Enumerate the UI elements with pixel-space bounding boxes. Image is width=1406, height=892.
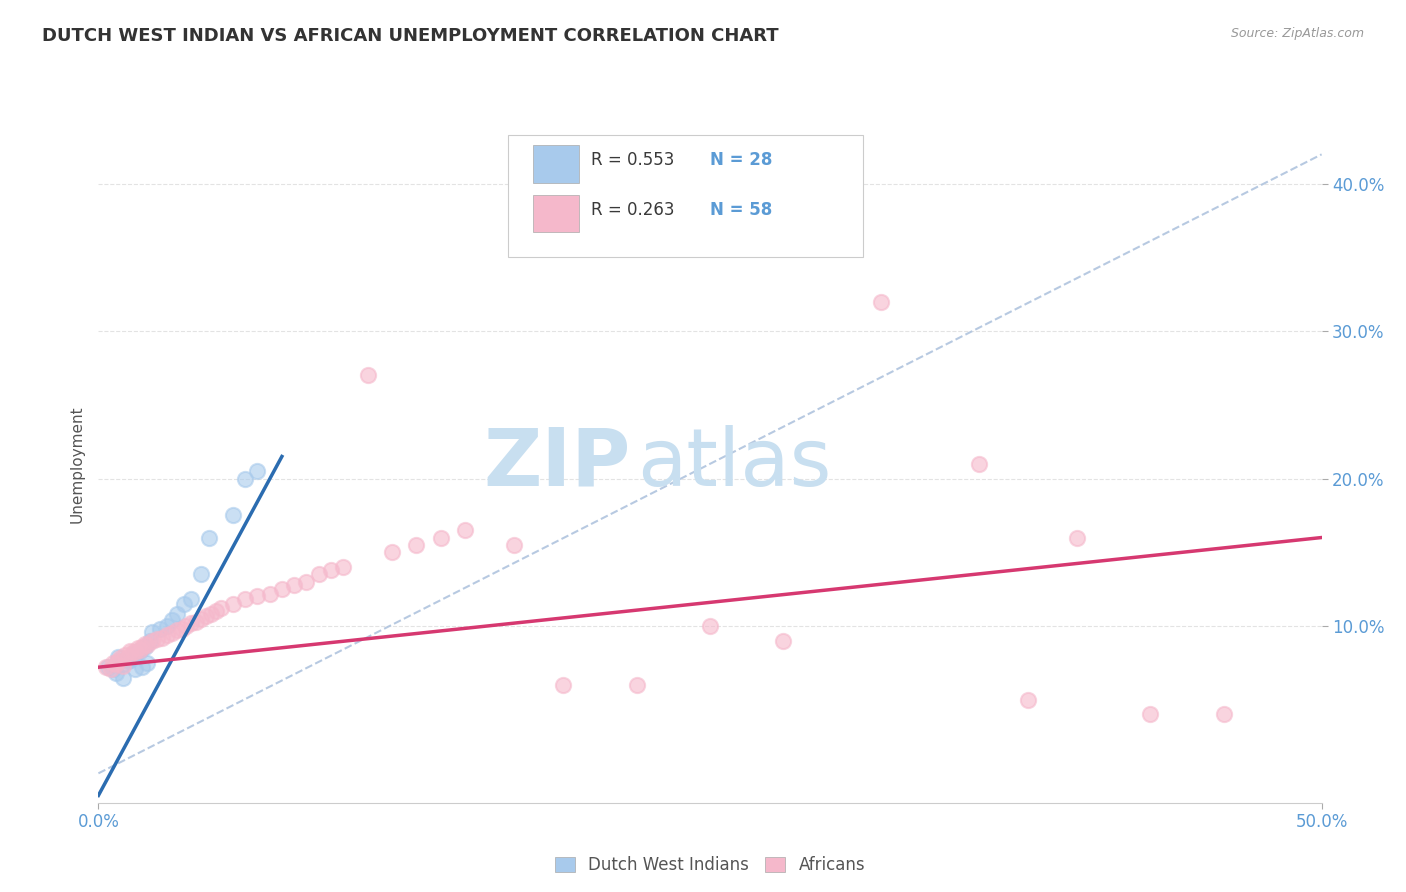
Point bbox=[141, 633, 163, 648]
Point bbox=[190, 611, 212, 625]
Point bbox=[121, 648, 143, 663]
Point bbox=[114, 648, 136, 663]
Point bbox=[233, 472, 256, 486]
Point bbox=[160, 613, 183, 627]
Point bbox=[117, 649, 139, 664]
Point bbox=[110, 651, 132, 665]
Legend: Dutch West Indians, Africans: Dutch West Indians, Africans bbox=[547, 848, 873, 882]
Point bbox=[104, 657, 127, 672]
Point bbox=[186, 615, 208, 629]
Point bbox=[233, 592, 256, 607]
FancyBboxPatch shape bbox=[533, 145, 579, 183]
Point bbox=[129, 644, 152, 658]
Text: R = 0.553: R = 0.553 bbox=[592, 151, 675, 169]
Point bbox=[246, 590, 269, 604]
Point bbox=[180, 592, 202, 607]
Point bbox=[136, 656, 159, 670]
Point bbox=[1212, 707, 1234, 722]
Text: DUTCH WEST INDIAN VS AFRICAN UNEMPLOYMENT CORRELATION CHART: DUTCH WEST INDIAN VS AFRICAN UNEMPLOYMEN… bbox=[42, 27, 779, 45]
Point bbox=[197, 531, 219, 545]
Y-axis label: Unemployment: Unemployment bbox=[69, 405, 84, 523]
Point bbox=[101, 656, 124, 670]
Point bbox=[131, 640, 153, 654]
Point bbox=[156, 628, 179, 642]
Point bbox=[111, 658, 134, 673]
Point bbox=[124, 662, 146, 676]
Point bbox=[176, 619, 198, 633]
Point bbox=[160, 626, 183, 640]
Point bbox=[104, 666, 127, 681]
Point bbox=[222, 508, 245, 523]
FancyBboxPatch shape bbox=[533, 194, 579, 232]
Point bbox=[1066, 531, 1088, 545]
Point bbox=[553, 678, 575, 692]
Point bbox=[173, 597, 195, 611]
Point bbox=[111, 671, 134, 685]
Point bbox=[170, 622, 193, 636]
Point bbox=[111, 657, 134, 672]
Text: R = 0.263: R = 0.263 bbox=[592, 202, 675, 219]
Point bbox=[1139, 707, 1161, 722]
Point bbox=[166, 624, 188, 638]
Point bbox=[129, 642, 152, 657]
Point bbox=[121, 645, 143, 659]
Point bbox=[246, 464, 269, 478]
Point bbox=[209, 601, 232, 615]
Point bbox=[772, 633, 794, 648]
Point bbox=[190, 567, 212, 582]
Point bbox=[626, 678, 648, 692]
Point bbox=[97, 660, 120, 674]
Point bbox=[127, 641, 149, 656]
Point bbox=[332, 560, 354, 574]
Point bbox=[319, 563, 342, 577]
Point bbox=[430, 531, 453, 545]
Point bbox=[405, 538, 427, 552]
Point bbox=[134, 640, 156, 654]
Point bbox=[107, 654, 129, 668]
Point bbox=[222, 597, 245, 611]
FancyBboxPatch shape bbox=[508, 135, 863, 257]
Point bbox=[1017, 692, 1039, 706]
Point bbox=[283, 577, 305, 591]
Point bbox=[101, 662, 124, 676]
Point bbox=[120, 644, 142, 658]
Point bbox=[107, 649, 129, 664]
Point bbox=[205, 604, 228, 618]
Point bbox=[308, 567, 330, 582]
Point bbox=[259, 586, 281, 600]
Point bbox=[166, 607, 188, 622]
Point bbox=[127, 644, 149, 658]
Text: Source: ZipAtlas.com: Source: ZipAtlas.com bbox=[1230, 27, 1364, 40]
Point bbox=[120, 653, 142, 667]
Point bbox=[270, 582, 294, 596]
Point bbox=[870, 294, 893, 309]
Point bbox=[699, 619, 721, 633]
Point bbox=[117, 654, 139, 668]
Text: N = 58: N = 58 bbox=[710, 202, 772, 219]
Text: atlas: atlas bbox=[637, 425, 831, 503]
Point bbox=[967, 457, 990, 471]
Point bbox=[503, 538, 526, 552]
Text: N = 28: N = 28 bbox=[710, 151, 772, 169]
Point bbox=[356, 368, 378, 383]
Point bbox=[94, 660, 117, 674]
Point bbox=[295, 574, 318, 589]
Point bbox=[131, 660, 153, 674]
Text: ZIP: ZIP bbox=[484, 425, 630, 503]
Point bbox=[139, 633, 162, 648]
Point bbox=[149, 622, 172, 636]
Point bbox=[141, 624, 163, 639]
Point bbox=[150, 631, 173, 645]
Point bbox=[381, 545, 404, 559]
Point bbox=[100, 662, 122, 676]
Point bbox=[180, 615, 202, 630]
Point bbox=[195, 608, 218, 623]
Point bbox=[136, 638, 159, 652]
Point bbox=[156, 619, 179, 633]
Point bbox=[146, 632, 169, 647]
Point bbox=[200, 607, 222, 622]
Point bbox=[134, 637, 156, 651]
Point bbox=[124, 645, 146, 659]
Point bbox=[454, 523, 477, 537]
